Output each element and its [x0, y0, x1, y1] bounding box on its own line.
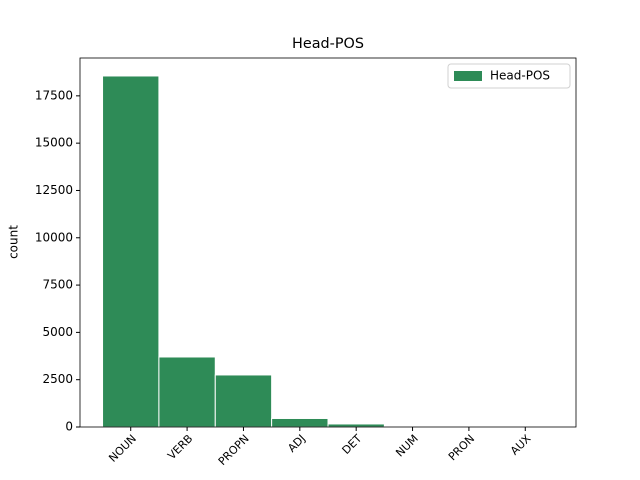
y-tick-label: 0 — [65, 420, 73, 434]
y-tick-label: 15000 — [35, 136, 73, 150]
y-tick-label: 10000 — [35, 230, 73, 244]
x-tick-label: NUM — [393, 432, 420, 459]
legend-swatch — [454, 71, 482, 81]
y-tick-label: 5000 — [42, 325, 73, 339]
x-tick-label: DET — [340, 432, 365, 457]
x-tick-label: VERB — [165, 432, 195, 462]
bar — [158, 356, 216, 428]
y-tick-label: 2500 — [42, 372, 73, 386]
bar — [214, 374, 273, 428]
x-tick-label: PROPN — [216, 432, 252, 468]
y-tick-label: 12500 — [35, 183, 73, 197]
x-tick-label: NOUN — [106, 432, 139, 465]
x-tick-label: PRON — [446, 432, 477, 463]
bar — [271, 417, 329, 428]
x-tick-label: ADJ — [285, 432, 308, 455]
y-axis-label: count — [7, 225, 21, 259]
axes-frame — [79, 57, 577, 428]
legend-label: Head-POS — [490, 69, 550, 83]
bar — [102, 75, 160, 428]
legend: Head-POS — [447, 63, 571, 89]
legend-box — [447, 63, 571, 89]
x-tick-label: AUX — [508, 432, 534, 458]
chart-title: Head-POS — [292, 36, 364, 52]
y-tick-label: 7500 — [42, 278, 73, 292]
bar — [327, 423, 385, 428]
y-tick-label: 17500 — [35, 88, 73, 102]
